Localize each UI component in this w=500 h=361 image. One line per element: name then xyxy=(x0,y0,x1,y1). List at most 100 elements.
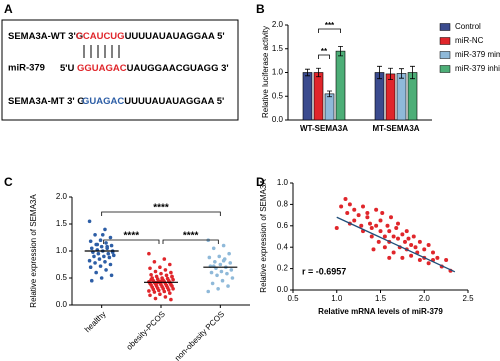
data-point xyxy=(169,297,173,302)
data-point xyxy=(209,270,214,275)
data-point xyxy=(444,258,449,263)
significance-bracket xyxy=(103,239,160,244)
data-point xyxy=(216,287,220,291)
data-point xyxy=(365,215,370,220)
significance-label: ** xyxy=(321,47,328,56)
data-point xyxy=(108,235,113,240)
y-tick-label: 0.0 xyxy=(272,115,284,124)
y-tick-label: 1.5 xyxy=(56,219,68,228)
data-point xyxy=(211,246,216,251)
data-point xyxy=(229,268,234,272)
data-point xyxy=(92,254,96,259)
legend-swatch xyxy=(439,37,451,45)
y-tick-label: 0.5 xyxy=(56,273,68,282)
data-point xyxy=(100,233,105,237)
y-tick-label: 2.0 xyxy=(56,192,68,201)
data-point xyxy=(230,276,235,280)
data-point xyxy=(170,274,174,279)
data-point xyxy=(400,255,405,260)
data-point xyxy=(168,262,172,267)
data-point xyxy=(151,287,156,292)
data-point xyxy=(225,271,229,276)
data-point xyxy=(400,232,405,237)
seq-part: UUUUAUAUAGGAA 5' xyxy=(125,31,225,42)
data-point xyxy=(385,223,390,228)
data-point xyxy=(95,242,100,247)
data-point xyxy=(374,207,379,212)
data-point xyxy=(369,234,374,239)
data-point xyxy=(169,270,173,275)
y-tick-label: 1.0 xyxy=(56,246,68,255)
error-bar xyxy=(377,65,382,80)
x-tick-label: 1.0 xyxy=(331,294,343,303)
data-point xyxy=(157,288,161,293)
data-point xyxy=(219,269,224,274)
data-point xyxy=(153,269,158,274)
data-point xyxy=(380,210,385,215)
data-point xyxy=(374,223,379,228)
y-tick-label: 0.2 xyxy=(277,264,289,273)
legend-label: miR-379 mimic xyxy=(455,50,500,59)
y-axis-title: Relative expression of SEMA3A xyxy=(259,179,268,293)
data-point xyxy=(387,229,392,234)
data-point xyxy=(403,239,407,244)
data-point xyxy=(361,204,365,209)
error-bar xyxy=(399,68,404,79)
data-point xyxy=(213,260,217,264)
data-point xyxy=(149,277,153,282)
data-point xyxy=(431,250,435,255)
legend-label: Control xyxy=(455,22,481,31)
data-point xyxy=(413,245,418,250)
legend-swatch xyxy=(439,23,451,31)
data-point xyxy=(111,253,116,258)
data-point xyxy=(227,251,231,256)
data-point xyxy=(163,268,168,272)
data-point xyxy=(109,273,114,278)
data-point xyxy=(98,264,103,268)
data-point xyxy=(148,293,152,298)
seq-part: UUUUAUAUAGGAA 5' xyxy=(124,96,224,107)
data-point xyxy=(107,255,112,260)
x-tick-label: non-obesity PCOS xyxy=(173,310,226,361)
bar xyxy=(324,93,335,121)
data-point xyxy=(104,241,108,245)
data-point xyxy=(345,210,350,215)
y-tick-label: 0.5 xyxy=(272,91,284,100)
data-point xyxy=(426,243,431,248)
bar xyxy=(302,72,313,121)
x-tick-label: 0.5 xyxy=(287,294,299,303)
x-tick-label: obesity-PCOS xyxy=(125,310,167,352)
data-point xyxy=(334,225,339,230)
data-point xyxy=(352,207,357,212)
data-point xyxy=(382,245,387,250)
data-point xyxy=(164,283,169,288)
data-point xyxy=(435,255,440,260)
data-point xyxy=(417,258,422,263)
x-tick-label: MT-SEMA3A xyxy=(372,124,419,133)
data-point xyxy=(417,239,422,244)
data-point xyxy=(215,273,219,278)
seq-part: GGUAGAC xyxy=(77,63,127,74)
data-point xyxy=(96,251,101,256)
sequence-row: SEMA3A-MT 3' GGUAGACUUUUAUAUAGGAA 5' xyxy=(8,96,224,107)
panel-label: A xyxy=(4,2,13,16)
seq-part: SEMA3A-WT 3'G xyxy=(8,31,83,42)
data-point xyxy=(411,234,416,239)
data-point xyxy=(378,229,383,234)
significance-label: **** xyxy=(183,231,199,242)
data-point xyxy=(396,236,400,241)
data-point xyxy=(153,296,158,301)
data-point xyxy=(378,218,383,223)
data-point xyxy=(426,261,431,266)
error-bar xyxy=(388,67,393,81)
sequence-row: 5'U GGUAGACUAUGGAACGUAGG 3' xyxy=(60,63,229,74)
data-point xyxy=(93,261,97,265)
x-tick-label: 1.5 xyxy=(375,294,387,303)
y-tick-label: 0.4 xyxy=(277,242,289,251)
x-tick-label: WT-SEMA3A xyxy=(300,124,348,133)
data-point xyxy=(422,247,427,252)
data-point xyxy=(343,197,348,202)
data-point xyxy=(406,236,411,241)
y-tick-label: 0.8 xyxy=(277,200,289,209)
